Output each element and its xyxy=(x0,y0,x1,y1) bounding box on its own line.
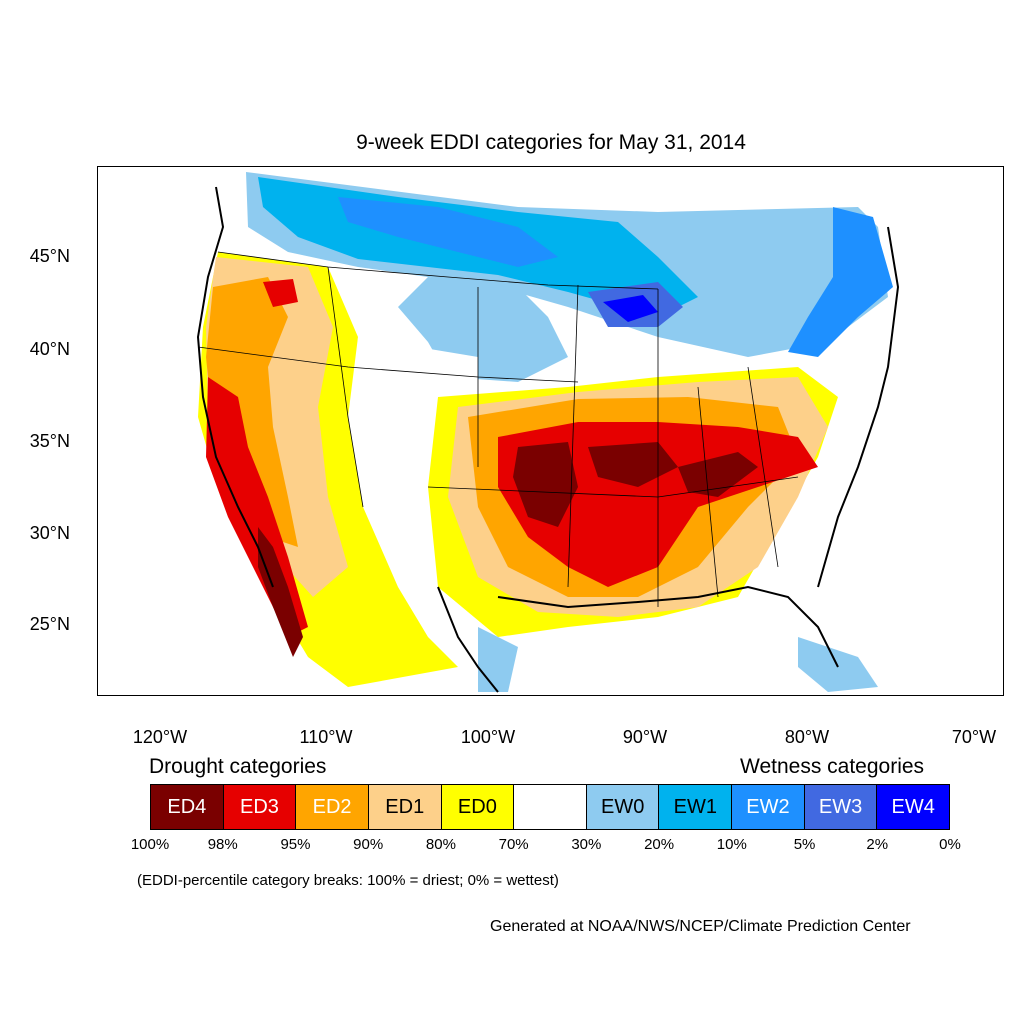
coastlines xyxy=(196,186,900,693)
legend-note: (EDDI-percentile category breaks: 100% =… xyxy=(137,872,559,889)
legend-break-label: 5% xyxy=(793,836,816,853)
lon-label-120: 120°W xyxy=(132,727,188,747)
northeast-wet xyxy=(788,207,893,357)
legend-box-neutral xyxy=(514,785,587,829)
west-drought-ed3 xyxy=(206,377,308,637)
legend-break-label: 2% xyxy=(866,836,889,853)
lat-label-40: 40°N xyxy=(29,339,70,359)
legend-colorbar: ED4 ED3 ED2 ED1 ED0 EW0 EW1 EW2 EW3 EW4 xyxy=(150,784,950,830)
legend-box-ew3: EW3 xyxy=(804,785,878,829)
credit-line: Generated at NOAA/NWS/NCEP/Climate Predi… xyxy=(490,918,911,935)
legend-break-label: 10% xyxy=(716,836,747,853)
legend-box-ed0: ED0 xyxy=(441,785,515,829)
legend-break-label: 100% xyxy=(130,836,170,853)
texas-wet xyxy=(478,627,518,692)
lat-label-35: 35°N xyxy=(29,431,70,451)
lat-label-45: 45°N xyxy=(29,246,70,266)
legend-box-ew0: EW0 xyxy=(586,785,660,829)
legend-break-label: 98% xyxy=(207,836,238,853)
lon-label-100: 100°W xyxy=(460,727,516,747)
west-drought-ed2 xyxy=(206,277,298,547)
west-drought-ed4 xyxy=(258,527,303,657)
map-panel xyxy=(97,166,1004,696)
legend-break-label: 90% xyxy=(353,836,384,853)
legend-break-label: 30% xyxy=(571,836,602,853)
central-drought-ed4-c xyxy=(678,452,758,497)
drought-heading: Drought categories xyxy=(149,755,327,778)
legend-box-ed4: ED4 xyxy=(151,785,224,829)
legend-box-ed1: ED1 xyxy=(368,785,442,829)
wetness-heading: Wetness categories xyxy=(740,755,925,778)
canada-wet-dark xyxy=(338,197,558,267)
legend-break-label: 80% xyxy=(425,836,456,853)
florida-wet xyxy=(798,637,878,692)
legend-box-ed2: ED2 xyxy=(296,785,369,829)
lat-label-25: 25°N xyxy=(29,614,70,634)
eddi-map xyxy=(196,172,900,693)
legend-break-label: 95% xyxy=(280,836,311,853)
lon-label-90: 90°W xyxy=(622,727,668,747)
lat-label-30: 30°N xyxy=(29,523,70,543)
legend-box-ew4: EW4 xyxy=(877,785,950,829)
map-title: 9-week EDDI categories for May 31, 2014 xyxy=(356,131,746,154)
legend-break-label: 70% xyxy=(498,836,529,853)
central-drought-ed4-b xyxy=(588,442,678,487)
idaho-ed3 xyxy=(263,279,298,307)
legend-break-label: 0% xyxy=(939,836,961,853)
legend-box-ew2: EW2 xyxy=(732,785,805,829)
lon-label-70: 70°W xyxy=(951,727,997,747)
lon-label-80: 80°W xyxy=(784,727,830,747)
legend-break-label: 20% xyxy=(644,836,675,853)
legend-box-ed3: ED3 xyxy=(223,785,297,829)
central-drought-ed4-a xyxy=(513,442,578,527)
legend-box-ew1: EW1 xyxy=(659,785,733,829)
lon-label-110: 110°W xyxy=(299,727,353,747)
great-lakes-wet-core xyxy=(603,295,658,322)
state-borders xyxy=(197,251,799,607)
